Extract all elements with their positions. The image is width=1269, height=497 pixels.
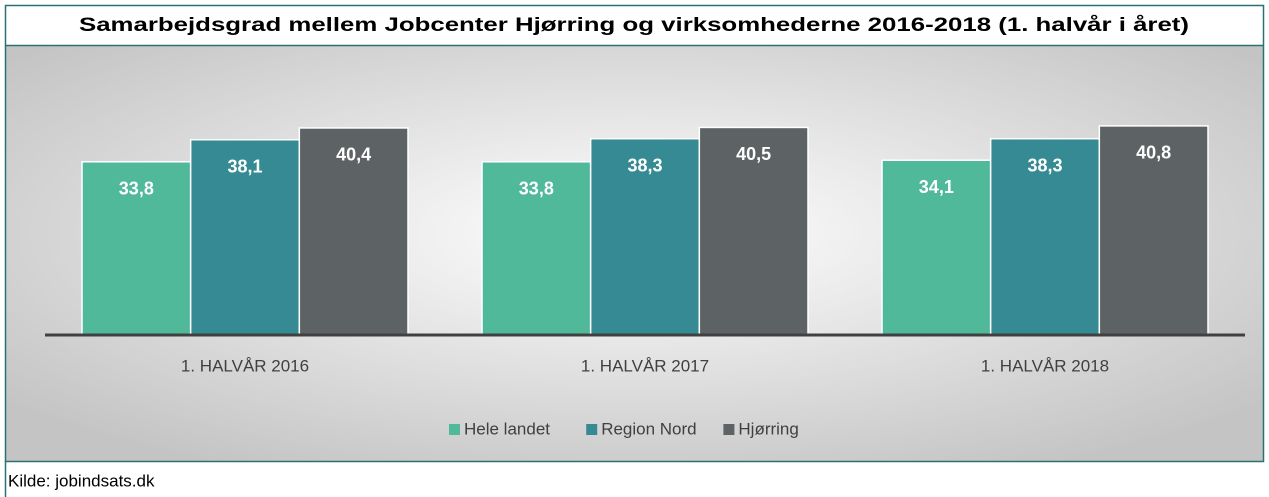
source: Kilde: jobindsats.dk (8, 471, 155, 490)
legend-label: Hele landet (464, 419, 550, 438)
bar (1098, 125, 1209, 336)
x-tick-label: 1. HALVÅR 2018 (981, 356, 1109, 375)
x-tick-label: 1. HALVÅR 2016 (181, 356, 309, 375)
data-label: 38,3 (627, 155, 662, 175)
bar (589, 137, 701, 336)
chart-title: Samarbejdsgrad mellem Jobcenter Hjørring… (79, 15, 1189, 36)
bar (989, 137, 1101, 336)
bar (189, 138, 301, 336)
data-label: 33,8 (519, 179, 554, 199)
data-label: 38,1 (227, 156, 262, 176)
x-tick-label: 1. HALVÅR 2017 (581, 356, 709, 375)
legend-label: Hjørring (738, 419, 798, 438)
frame (4, 4, 1265, 463)
data-label: 40,8 (1136, 143, 1171, 163)
legend-label: Region Nord (601, 419, 696, 438)
data-label: 34,1 (919, 177, 954, 197)
bar (81, 161, 192, 336)
bar (698, 126, 809, 336)
legend-swatch (586, 424, 598, 435)
data-label: 33,8 (119, 179, 154, 199)
data-label: 40,4 (336, 145, 371, 165)
data-label: 38,3 (1027, 155, 1062, 175)
bar (298, 127, 409, 336)
data-label: 40,5 (736, 144, 771, 164)
legend-swatch (449, 424, 460, 435)
legend-swatch (723, 424, 735, 435)
